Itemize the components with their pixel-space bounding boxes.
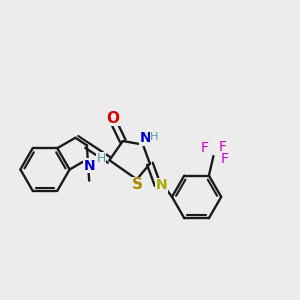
Text: H: H — [150, 132, 158, 142]
Text: N: N — [155, 178, 167, 193]
Text: N: N — [140, 131, 151, 145]
Text: H: H — [96, 152, 106, 165]
Text: O: O — [106, 111, 119, 126]
Text: S: S — [132, 177, 143, 192]
Text: F: F — [200, 141, 208, 155]
Text: F: F — [221, 152, 229, 166]
Text: N: N — [83, 159, 95, 172]
Text: F: F — [219, 140, 227, 154]
